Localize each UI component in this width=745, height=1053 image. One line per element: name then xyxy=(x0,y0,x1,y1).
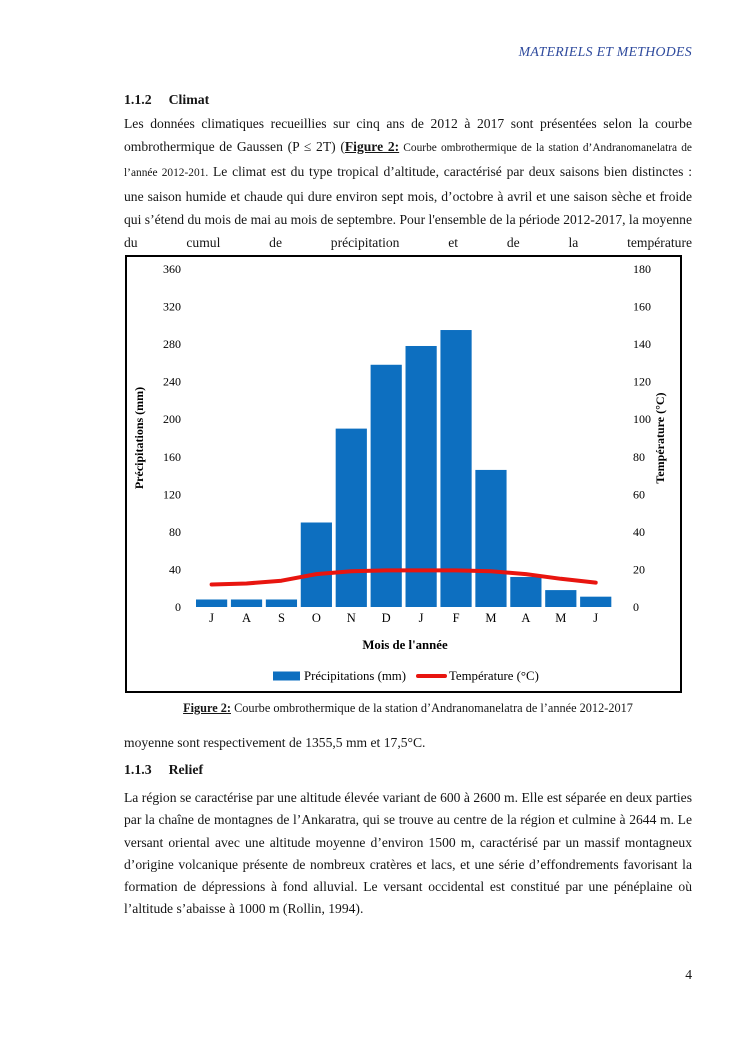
right-axis-tick-label: 180 xyxy=(633,262,651,276)
climat-paragraph-continued: moyenne sont respectivement de 1355,5 mm… xyxy=(124,735,426,750)
left-axis-tick-label: 240 xyxy=(163,375,181,389)
precipitation-bar xyxy=(580,596,612,607)
section-number: 1.1.2 xyxy=(124,92,152,107)
climat-paragraph: Les données climatiques recueillies sur … xyxy=(124,112,692,254)
right-axis-tick-label: 0 xyxy=(633,600,639,614)
month-tick-label: J xyxy=(209,611,214,625)
legend-line-label: Température (°C) xyxy=(449,669,539,683)
left-axis-title: Précipitations (mm) xyxy=(132,387,146,489)
month-tick-label: N xyxy=(347,611,356,625)
left-axis-tick-label: 40 xyxy=(169,562,181,576)
left-axis-tick-label: 120 xyxy=(163,487,181,501)
section-title: Climat xyxy=(168,92,210,107)
precipitation-bar xyxy=(196,599,228,607)
legend-bar-swatch xyxy=(273,671,300,681)
legend-bar-label: Précipitations (mm) xyxy=(304,669,406,683)
precipitation-bar xyxy=(475,469,507,607)
month-tick-label: J xyxy=(593,611,598,625)
climat-text-end: Le climat est du type tropical d’altitud… xyxy=(124,164,692,250)
month-tick-label: F xyxy=(453,611,460,625)
month-tick-label: S xyxy=(278,611,285,625)
left-axis-tick-label: 200 xyxy=(163,412,181,426)
right-axis-tick-label: 120 xyxy=(633,375,651,389)
right-axis-title: Température (°C) xyxy=(653,392,667,483)
figure-caption: Figure 2: Courbe ombrothermique de la st… xyxy=(124,700,692,716)
temperature-line xyxy=(209,568,598,587)
section-title: Relief xyxy=(168,762,204,777)
precipitation-bar xyxy=(405,345,437,607)
month-tick-label: A xyxy=(242,611,251,625)
page-number: 4 xyxy=(685,967,692,982)
right-axis-tick-label: 60 xyxy=(633,487,645,501)
precipitation-bar xyxy=(370,364,402,607)
climat-text-start: Les données climatiques recueillies sur … xyxy=(124,116,692,154)
month-tick-label: M xyxy=(555,611,566,625)
precipitation-bar xyxy=(230,599,263,607)
figure-2-ombrothermic-chart: 0 40 80 120 160 200 240 280 320 360 0 20 40 60 80 100 12… xyxy=(125,255,682,693)
figure-caption-text: Courbe ombrothermique de la station d’An… xyxy=(231,701,633,715)
month-tick-label: O xyxy=(312,611,321,625)
precipitation-bar xyxy=(265,599,298,607)
section-heading-relief: 1.1.3 Relief xyxy=(124,762,203,778)
right-axis-tick-label: 20 xyxy=(633,562,645,576)
running-header: MATERIELS ET METHODES xyxy=(518,44,692,59)
month-tick-label: D xyxy=(382,611,391,625)
figure-2-crossref-link[interactable]: Figure 2: xyxy=(344,139,400,154)
precipitation-bar xyxy=(300,522,332,607)
month-tick-label: A xyxy=(521,611,530,625)
month-tick-label: M xyxy=(485,611,496,625)
precipitation-bar xyxy=(510,576,542,607)
x-axis-title: Mois de l'année xyxy=(362,638,448,652)
chart-canvas: 0 40 80 120 160 200 240 280 320 360 0 20 40 60 80 100 12… xyxy=(132,262,667,683)
month-tick-label: J xyxy=(419,611,424,625)
right-axis-tick-label: 100 xyxy=(633,412,651,426)
right-axis-tick-label: 80 xyxy=(633,450,645,464)
left-axis-tick-label: 280 xyxy=(163,337,181,351)
right-axis-tick-label: 40 xyxy=(633,525,645,539)
precipitation-bar xyxy=(335,428,367,607)
section-heading-climat: 1.1.2 Climat xyxy=(124,92,209,108)
figure-2-crossref-text: Courbe ombrothermique de la station d’An… xyxy=(124,142,692,179)
left-axis-tick-label: 0 xyxy=(175,600,181,614)
precipitation-bar xyxy=(440,330,472,607)
precipitation-bar xyxy=(545,590,577,607)
figure-caption-label: Figure 2: xyxy=(183,701,231,715)
right-axis-tick-label: 140 xyxy=(633,337,651,351)
right-axis-tick-label: 160 xyxy=(633,300,651,314)
relief-paragraph: La région se caractérise par une altitud… xyxy=(124,790,692,917)
left-axis-tick-label: 320 xyxy=(163,300,181,314)
left-axis-tick-label: 160 xyxy=(163,450,181,464)
left-axis-tick-label: 360 xyxy=(163,262,181,276)
left-axis-tick-label: 80 xyxy=(169,525,181,539)
section-number: 1.1.3 xyxy=(124,762,152,777)
